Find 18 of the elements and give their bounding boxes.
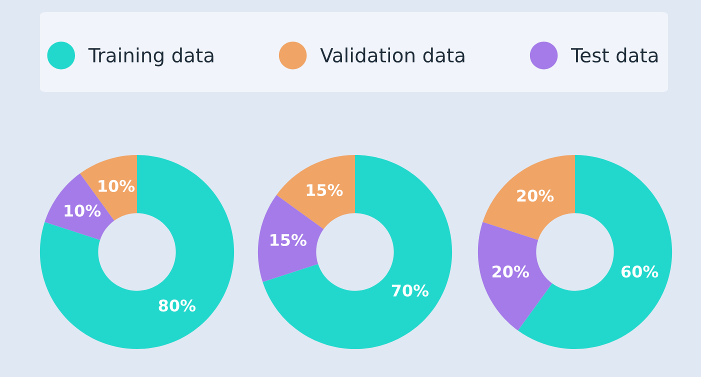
- data-label: 60%: [621, 266, 658, 278]
- legend-label: Validation data: [320, 48, 464, 63]
- data-label: 10%: [98, 180, 135, 192]
- data-label: 80%: [158, 300, 196, 312]
- data-label: 15%: [306, 184, 343, 196]
- donut-slice: [478, 222, 552, 331]
- data-label: 20%: [517, 190, 554, 202]
- data-label: 10%: [64, 204, 101, 217]
- data-label: 70%: [392, 284, 429, 297]
- donut-slice: [482, 154, 575, 240]
- legend-label: Training data: [88, 48, 214, 66]
- donut-slice: [276, 154, 355, 230]
- data-label: 20%: [492, 266, 529, 278]
- data-label: 15%: [270, 234, 306, 246]
- donut-slice: [262, 154, 452, 350]
- donut-slice: [40, 154, 234, 350]
- legend-label: Test data: [570, 48, 658, 63]
- donut-slice: [258, 194, 324, 282]
